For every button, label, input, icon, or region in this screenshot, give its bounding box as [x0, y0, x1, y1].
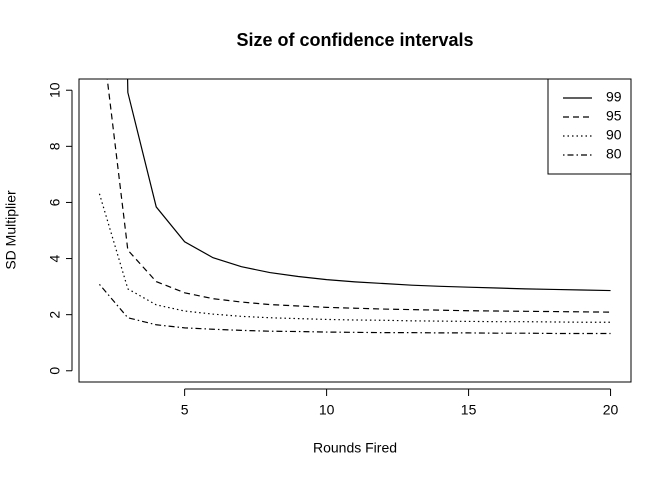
- legend-label: 90: [606, 127, 622, 143]
- legend-label: 80: [606, 146, 622, 162]
- chart-title: Size of confidence intervals: [236, 30, 473, 50]
- y-tick-label: 0: [47, 367, 63, 375]
- series-line: [126, 79, 611, 292]
- y-tick-label: 4: [47, 254, 63, 262]
- series-line: [98, 283, 611, 335]
- plot-frame: [78, 78, 632, 383]
- x-tick-label: 10: [319, 402, 335, 418]
- x-tick-label: 5: [181, 402, 189, 418]
- y-tick-label: 2: [47, 311, 63, 319]
- x-axis-label: Rounds Fired: [313, 440, 397, 456]
- y-tick-label: 6: [47, 198, 63, 206]
- series-line: [106, 79, 611, 313]
- legend-label: 99: [606, 89, 622, 105]
- y-tick-label: 8: [47, 142, 63, 150]
- legend-box: [547, 78, 632, 175]
- legend-label: 95: [606, 108, 622, 124]
- plot-area: [98, 79, 611, 335]
- y-axis-label: SD Multiplier: [3, 190, 19, 270]
- x-tick-label: 20: [603, 402, 619, 418]
- x-tick-label: 15: [461, 402, 477, 418]
- y-tick-label: 10: [47, 82, 63, 98]
